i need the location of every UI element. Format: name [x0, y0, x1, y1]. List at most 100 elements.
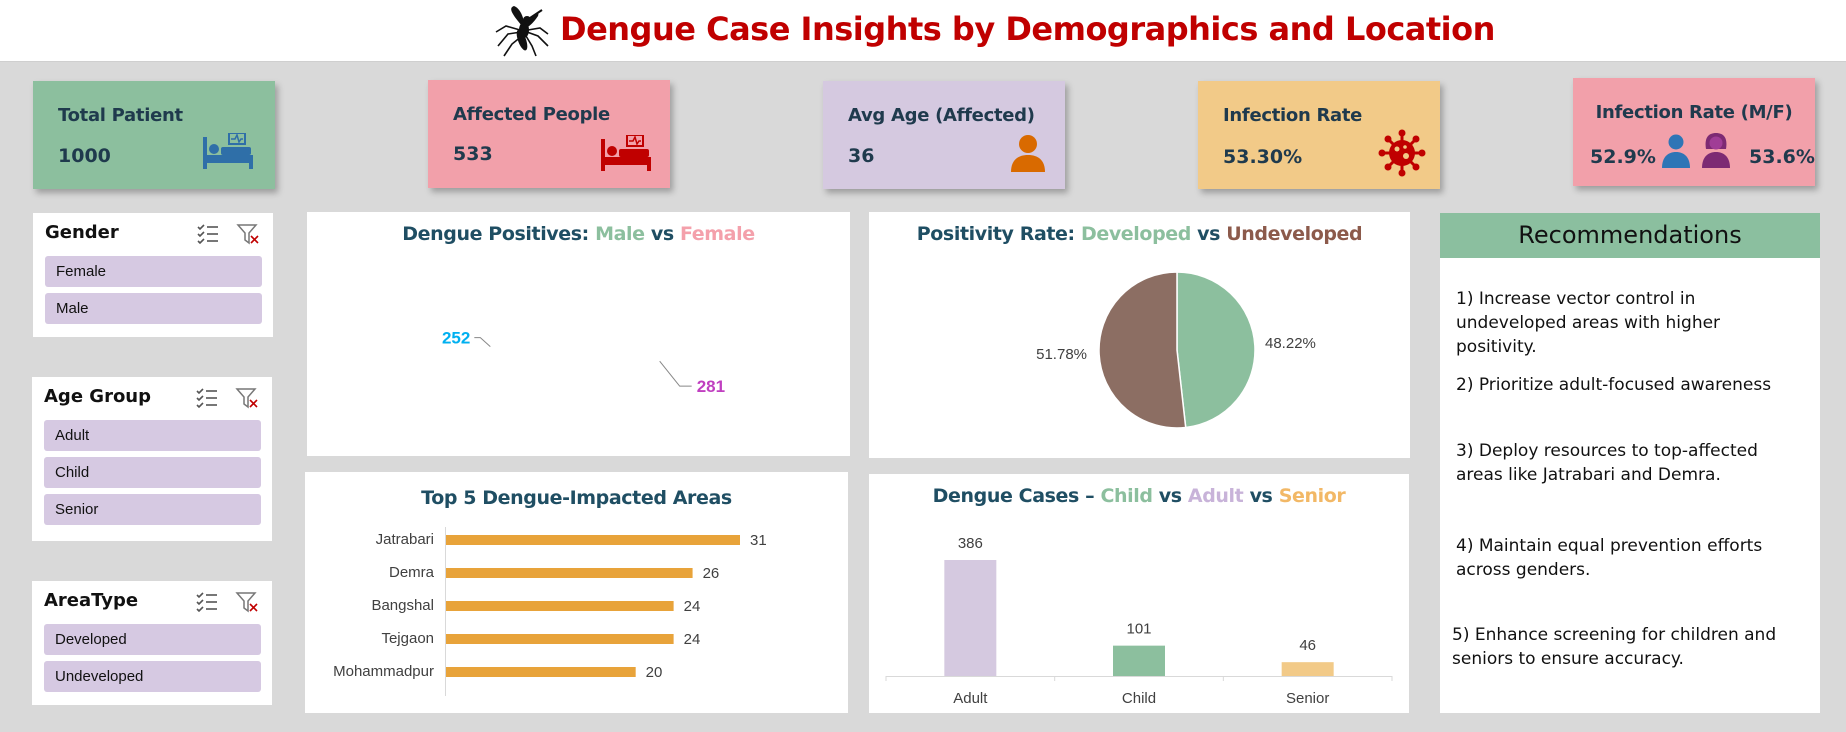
data-label-undeveloped: 51.78%	[1036, 346, 1087, 363]
slicer-age-group: Age Group Adult Child Senior	[32, 377, 272, 541]
data-label-female: 281	[697, 377, 725, 396]
bar	[446, 568, 693, 578]
donut-chart: 281 252	[442, 329, 725, 397]
slicer-item-undeveloped[interactable]: Undeveloped	[44, 661, 261, 692]
male-person-icon	[1662, 134, 1690, 168]
data-label: 31	[750, 532, 767, 549]
kpi-value-male: 52.9%	[1590, 146, 1656, 168]
clear-filter-icon[interactable]	[235, 591, 259, 613]
hbar-chart: Jatrabari 31 Demra 26 Bangshal 24 Tejgaon 24 Moh…	[333, 527, 767, 696]
data-label: 386	[958, 535, 983, 552]
slicer-item-senior[interactable]: Senior	[44, 494, 261, 525]
data-label: 46	[1299, 637, 1316, 654]
slicer-item-developed[interactable]: Developed	[44, 624, 261, 655]
kpi-value-female: 53.6%	[1749, 146, 1815, 168]
clear-filter-icon[interactable]	[236, 223, 260, 245]
bar	[446, 634, 674, 644]
category-label: Jatrabari	[376, 531, 434, 548]
chart-title: Top 5 Dengue-Impacted Areas	[421, 487, 732, 509]
bar	[446, 601, 674, 611]
kpi-value: 53.30%	[1223, 146, 1303, 168]
slicer-item-adult[interactable]: Adult	[44, 420, 261, 451]
chart-title-series-undeveloped: Undeveloped	[1226, 223, 1363, 245]
chart-gender-panel: Dengue Positives: Male vs Female 281 252	[307, 212, 850, 456]
data-label-male: 252	[442, 329, 470, 348]
category-label: Demra	[389, 564, 435, 581]
kpi-card-total-patient: Total Patient 1000	[33, 81, 275, 189]
leader-line	[659, 360, 692, 387]
chart-title: Dengue Cases – Child vs Adult vs Senior	[869, 485, 1409, 507]
slicer-area-type: AreaType Developed Undeveloped	[32, 581, 272, 705]
chart-title-prefix: Dengue Cases –	[932, 485, 1101, 507]
recommendation-item: 3) Deploy resources to top-affected area…	[1456, 441, 1758, 485]
slicer-title: Gender	[45, 222, 119, 243]
data-label: 20	[646, 664, 663, 681]
bar	[1113, 645, 1165, 676]
hospital-bed-icon	[203, 133, 253, 169]
data-label: 101	[1126, 621, 1151, 638]
chart-title-vs: vs	[644, 223, 680, 245]
kpi-label: Total Patient	[58, 105, 183, 126]
chart-title-vs: vs	[1190, 223, 1227, 245]
kpi-card-infection-rate: Infection Rate 53.30%	[1198, 81, 1440, 189]
recommendation-item: 2) Prioritize adult-focused awareness	[1456, 375, 1772, 395]
pie-chart: 48.22% 51.78%	[1036, 271, 1316, 429]
slicer-item-female[interactable]: Female	[45, 256, 262, 287]
multi-select-icon[interactable]	[196, 223, 220, 245]
vbar-chart: 386 Adult 101 Child 46 Senior	[885, 535, 1393, 707]
virus-icon	[1378, 129, 1426, 177]
kpi-value: 533	[453, 143, 493, 165]
kpi-card-infection-rate-mf: Infection Rate (M/F) 52.9% 53.6%	[1573, 78, 1815, 186]
kpi-card-avg-age: Avg Age (Affected) 36	[823, 81, 1065, 189]
recommendation-item: 1) Increase vector control in undevelope…	[1456, 289, 1721, 357]
pie-slice-undeveloped	[1098, 271, 1187, 429]
chart-title-series-developed: Developed	[1080, 223, 1191, 245]
bar	[446, 535, 740, 545]
chart-areas-panel: Top 5 Dengue-Impacted Areas Jatrabari 31 D…	[305, 472, 848, 713]
chart-title: Positivity Rate: Developed vs Undevelope…	[869, 223, 1410, 245]
pie-slice-developed	[1176, 271, 1256, 429]
bar	[446, 667, 636, 677]
chart-title-vs2: vs	[1243, 485, 1279, 507]
recommendation-item: 4) Maintain equal prevention efforts acr…	[1456, 536, 1763, 580]
header-bar	[0, 0, 1846, 62]
page-title: Dengue Case Insights by Demographics and…	[560, 10, 1495, 48]
chart-title: Dengue Positives: Male vs Female	[307, 223, 850, 245]
kpi-label: Infection Rate	[1223, 105, 1363, 126]
chart-title-prefix: Positivity Rate:	[916, 223, 1081, 245]
mosquito-icon	[495, 6, 549, 57]
chart-title-series-senior: Senior	[1278, 485, 1346, 507]
category-label: Adult	[953, 690, 988, 707]
bar	[1281, 662, 1334, 676]
slicer-item-male[interactable]: Male	[45, 293, 262, 324]
kpi-label: Affected People	[453, 104, 610, 125]
recommendation-item: 5) Enhance screening for children and se…	[1452, 625, 1777, 669]
slicer-title: Age Group	[44, 386, 152, 407]
data-label-developed: 48.22%	[1265, 335, 1316, 352]
kpi-card-affected-people: Affected People 533	[428, 80, 670, 188]
data-label: 24	[684, 598, 701, 615]
category-label: Bangshal	[371, 597, 434, 614]
category-label: Mohammadpur	[333, 663, 434, 680]
category-label: Child	[1122, 690, 1156, 707]
slicer-title: AreaType	[44, 590, 139, 611]
chart-title-prefix: Dengue Positives:	[402, 223, 596, 245]
kpi-value: 1000	[58, 145, 111, 167]
chart-title-vs: vs	[1152, 485, 1188, 507]
leader-line	[474, 337, 491, 348]
slicer-item-child[interactable]: Child	[44, 457, 261, 488]
multi-select-icon[interactable]	[195, 387, 219, 409]
category-label: Senior	[1286, 690, 1329, 707]
clear-filter-icon[interactable]	[235, 387, 259, 409]
bar	[944, 560, 997, 676]
chart-title-series-child: Child	[1100, 485, 1153, 507]
kpi-label: Infection Rate (M/F)	[1595, 102, 1793, 123]
category-label: Tejgaon	[381, 630, 434, 647]
recommendations-title: Recommendations	[1440, 213, 1820, 258]
multi-select-icon[interactable]	[195, 591, 219, 613]
chart-title-series-adult: Adult	[1187, 485, 1244, 507]
data-label: 24	[684, 631, 701, 648]
kpi-label: Avg Age (Affected)	[848, 105, 1035, 126]
kpi-value: 36	[848, 145, 875, 167]
chart-title-series-female: Female	[679, 223, 755, 245]
